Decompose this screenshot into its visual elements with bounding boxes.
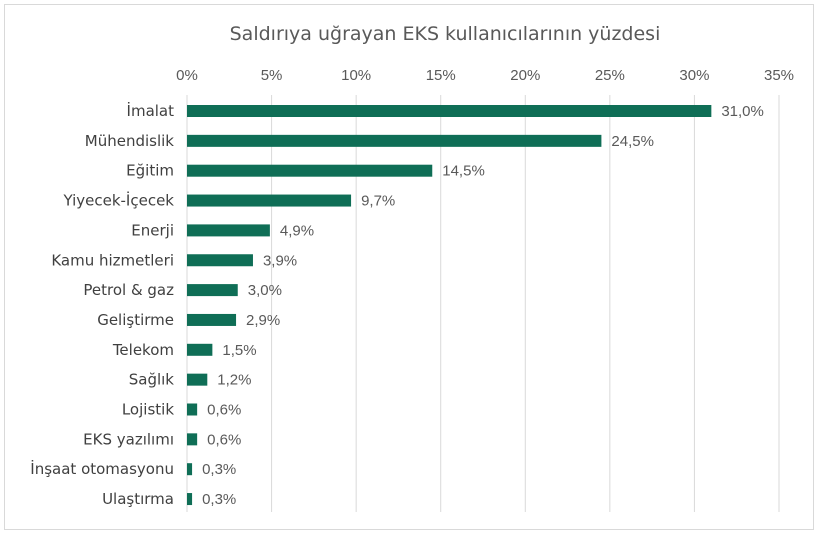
category-label: Lojistik	[122, 401, 174, 419]
category-label: Mühendislik	[85, 132, 175, 150]
data-label: 9,7%	[361, 193, 395, 210]
data-label: 0,3%	[202, 491, 236, 508]
category-label: İnşaat otomasyonu	[30, 459, 174, 478]
bar	[187, 224, 270, 237]
bar	[187, 313, 237, 326]
x-tick-label: 25%	[595, 67, 625, 84]
data-label: 24,5%	[611, 133, 654, 150]
data-label: 1,2%	[217, 372, 251, 389]
data-label: 2,9%	[246, 312, 280, 329]
x-tick-label: 15%	[426, 67, 456, 84]
x-axis-tick-labels: 0% 5% 10% 15% 20% 25% 30% 35%	[176, 67, 794, 84]
category-label: EKS yazılımı	[83, 430, 174, 448]
x-tick-label: 20%	[510, 67, 540, 84]
x-tick-label: 10%	[341, 67, 371, 84]
data-label: 0,6%	[207, 431, 241, 448]
category-labels: İmalat Mühendislik Eğitim Yiyecek-İçecek Ene…	[30, 101, 174, 508]
data-label: 1,5%	[222, 342, 256, 359]
data-label: 14,5%	[442, 163, 485, 180]
data-label: 3,9%	[263, 252, 297, 269]
bar	[187, 134, 602, 147]
category-label: Sağlık	[129, 371, 175, 389]
data-labels: 31,0% 24,5% 14,5% 9,7% 4,9% 3,9% 3,0% 2,9% 1,5% 1…	[202, 103, 764, 508]
category-label: Ulaştırma	[102, 490, 174, 508]
bar	[187, 403, 198, 416]
bars	[187, 105, 712, 506]
chart-frame	[4, 4, 814, 530]
bar	[187, 254, 253, 267]
bar	[187, 463, 193, 476]
bar	[187, 284, 238, 297]
x-tick-label: 30%	[679, 67, 709, 84]
category-label: Eğitim	[126, 162, 174, 180]
bar	[187, 493, 193, 506]
data-label: 31,0%	[721, 103, 764, 120]
bar	[187, 194, 352, 207]
category-label: Yiyecek-İçecek	[62, 191, 174, 210]
x-tick-label: 35%	[764, 67, 794, 84]
data-label: 4,9%	[280, 222, 314, 239]
x-tick-label: 0%	[176, 67, 198, 84]
gridlines	[186, 95, 780, 512]
category-label: Geliştirme	[97, 311, 174, 329]
bar	[187, 373, 208, 386]
chart-title: Saldırıya uğrayan EKS kullanıcılarının y…	[230, 23, 661, 45]
category-label: Enerji	[131, 221, 174, 239]
category-label: Telekom	[112, 341, 174, 359]
category-label: Kamu hizmetleri	[51, 251, 174, 269]
category-label: Petrol & gaz	[83, 281, 174, 299]
bar	[187, 343, 213, 356]
data-label: 0,6%	[207, 402, 241, 419]
bar	[187, 105, 712, 117]
category-label: İmalat	[127, 101, 175, 120]
data-label: 3,0%	[248, 282, 282, 299]
x-tick-label: 5%	[261, 67, 283, 84]
data-label: 0,3%	[202, 461, 236, 478]
bar	[187, 164, 433, 177]
bar	[187, 433, 198, 446]
